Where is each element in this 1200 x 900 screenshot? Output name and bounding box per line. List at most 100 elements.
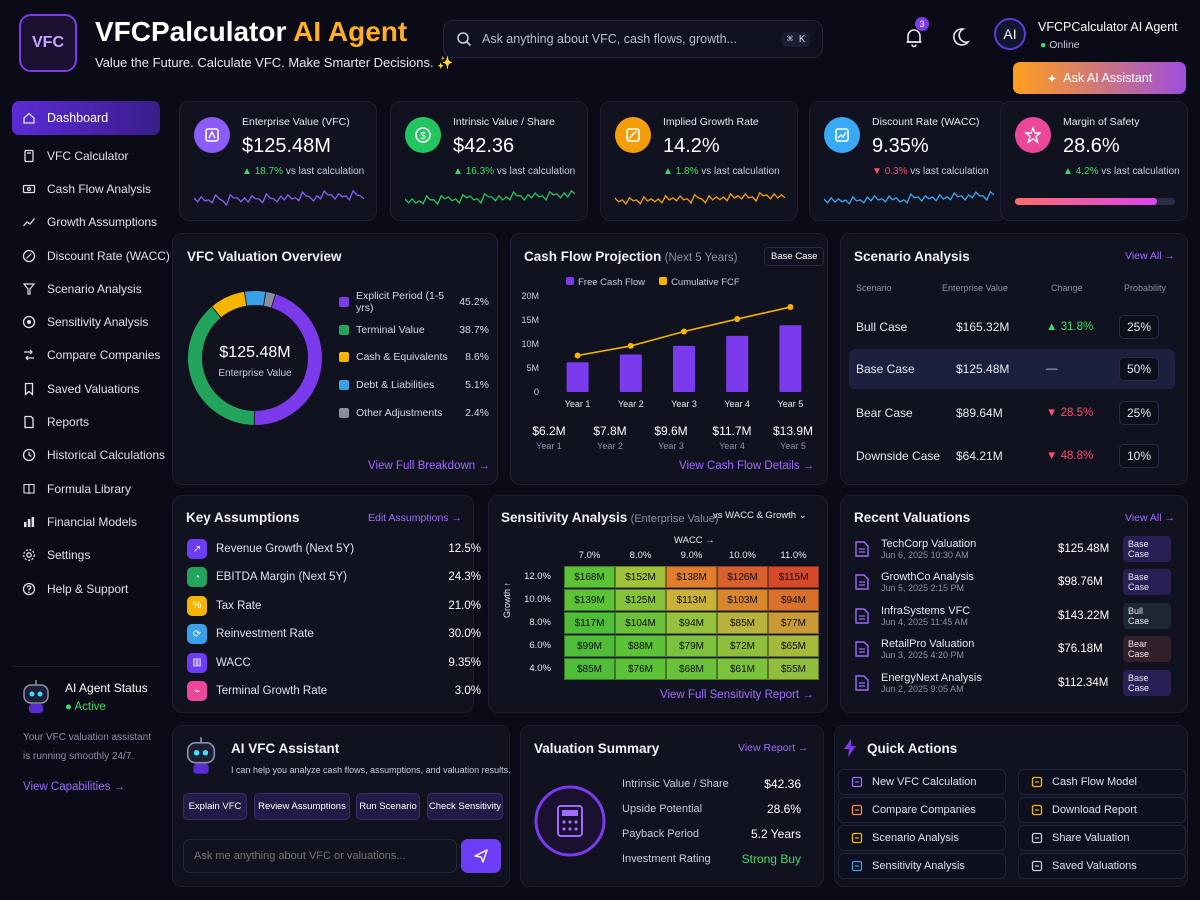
heatmap-cell[interactable]: $139M: [564, 589, 615, 611]
moon-icon[interactable]: [949, 26, 971, 48]
heatmap-cell[interactable]: $152M: [615, 566, 666, 588]
view-cashflow-details-link[interactable]: View Cash Flow Details →: [679, 460, 815, 472]
sensitivity-selector[interactable]: vs WACC & Growth ⌄: [713, 510, 807, 521]
heatmap-cell[interactable]: $138M: [666, 566, 717, 588]
scenario-row[interactable]: Bull Case $165.32M ▲ 31.8% 25%: [849, 307, 1175, 347]
sidebar-item-historical-calculations[interactable]: Historical Calculations: [12, 439, 165, 472]
heatmap-cell[interactable]: $85M: [717, 612, 768, 634]
heatmap-cell[interactable]: $61M: [717, 658, 768, 680]
kpi-card[interactable]: $ Intrinsic Value / Share $42.36 ▲ 16.3% vs…: [390, 101, 588, 221]
edit-assumptions-link[interactable]: Edit Assumptions →: [368, 512, 462, 524]
bar[interactable]: [726, 335, 749, 392]
recent-view-all-link[interactable]: View All →: [1125, 512, 1175, 524]
sidebar-item-discount-rate-wacc[interactable]: Discount Rate (WACC): [12, 239, 170, 272]
heatmap-cell[interactable]: $113M: [666, 589, 717, 611]
sidebar-item-help-support[interactable]: Help & Support: [12, 572, 160, 605]
assumption-row[interactable]: ⟳ Reinvestment Rate 30.0%: [187, 620, 481, 648]
search-bar[interactable]: ⌘ K: [443, 20, 823, 58]
bar[interactable]: [566, 362, 589, 392]
assumption-row[interactable]: % Tax Rate 21.0%: [187, 592, 481, 620]
send-button[interactable]: [461, 839, 501, 873]
quick-action-saved-valuations[interactable]: Saved Valuations: [1018, 853, 1186, 879]
heatmap-cell[interactable]: $72M: [717, 635, 768, 657]
line-point[interactable]: [574, 352, 581, 359]
sidebar-item-growth-assumptions[interactable]: Growth Assumptions: [12, 206, 160, 239]
donut-segment[interactable]: [244, 291, 266, 306]
scenario-row[interactable]: Bear Case $89.64M ▼ 28.5% 25%: [849, 393, 1175, 433]
heatmap-cell[interactable]: $55M: [768, 658, 819, 680]
line-point[interactable]: [681, 328, 687, 335]
bar[interactable]: [673, 345, 695, 392]
quick-action-sensitivity-analysis[interactable]: Sensitivity Analysis: [838, 853, 1006, 879]
heatmap-cell[interactable]: $104M: [615, 612, 666, 634]
sidebar-item-saved-valuations[interactable]: Saved Valuations: [12, 372, 160, 405]
avatar[interactable]: AI: [994, 18, 1026, 50]
sidebar-item-reports[interactable]: Reports: [12, 405, 160, 438]
recent-valuation-row[interactable]: InfraSystems VFC Jun 4, 2025 11:45 AM $143…: [855, 599, 1171, 633]
sidebar-item-financial-models[interactable]: Financial Models: [12, 505, 160, 538]
view-full-breakdown-link[interactable]: View Full Breakdown →: [368, 460, 490, 472]
search-input[interactable]: [482, 32, 772, 46]
heatmap-cell[interactable]: $115M: [768, 566, 819, 588]
recent-valuation-row[interactable]: RetailPro Valuation Jun 3, 2025 4:20 PM $7…: [855, 633, 1171, 667]
heatmap-cell[interactable]: $88M: [615, 635, 666, 657]
quick-action-new-vfc-calculation[interactable]: New VFC Calculation: [838, 769, 1006, 795]
kpi-card[interactable]: Implied Growth Rate 14.2% ▲ 1.8% vs last c…: [600, 101, 798, 221]
ask-ai-button[interactable]: ✦ Ask AI Assistant: [1013, 62, 1186, 94]
donut-segment[interactable]: [188, 307, 255, 425]
heatmap-cell[interactable]: $168M: [564, 566, 615, 588]
suggestion-chip[interactable]: Check Sensitivity: [427, 793, 503, 820]
sidebar-item-cash-flow-analysis[interactable]: Cash Flow Analysis: [12, 172, 160, 205]
bar[interactable]: [779, 325, 802, 392]
heatmap-cell[interactable]: $65M: [768, 635, 819, 657]
line-point[interactable]: [627, 342, 634, 349]
suggestion-chip[interactable]: Review Assumptions: [254, 793, 350, 820]
sidebar-item-settings[interactable]: Settings: [12, 539, 160, 572]
sidebar-item-dashboard[interactable]: Dashboard: [12, 101, 160, 135]
suggestion-chip[interactable]: Run Scenario: [356, 793, 420, 820]
sidebar-item-compare-companies[interactable]: Compare Companies: [12, 339, 160, 372]
assumption-row[interactable]: ↗ Revenue Growth (Next 5Y) 12.5%: [187, 535, 481, 563]
heatmap-cell[interactable]: $85M: [564, 658, 615, 680]
heatmap-cell[interactable]: $68M: [666, 658, 717, 680]
kpi-card[interactable]: Margin of Safety 28.6% ▲ 4.2% vs last calc…: [1000, 101, 1188, 221]
quick-action-scenario-analysis[interactable]: Scenario Analysis: [838, 825, 1006, 851]
view-report-link[interactable]: View Report →: [738, 742, 809, 754]
quick-action-share-valuation[interactable]: Share Valuation: [1018, 825, 1186, 851]
line-point[interactable]: [734, 316, 741, 323]
line-point[interactable]: [787, 304, 794, 311]
case-selector[interactable]: Base Case: [764, 247, 825, 266]
recent-valuation-row[interactable]: GrowthCo Analysis Jun 5, 2025 2:15 PM $98.…: [855, 566, 1171, 600]
kpi-card[interactable]: Discount Rate (WACC) 9.35% ▼ 0.3% vs last …: [809, 101, 1007, 221]
assistant-input-box[interactable]: [183, 839, 457, 873]
scenario-row[interactable]: Base Case $125.48M — 50%: [849, 349, 1175, 389]
quick-action-download-report[interactable]: Download Report: [1018, 797, 1186, 823]
kpi-card[interactable]: Enterprise Value (VFC) $125.48M ▲ 18.7% vs…: [179, 101, 377, 221]
sidebar-item-formula-library[interactable]: Formula Library: [12, 472, 160, 505]
heatmap-cell[interactable]: $94M: [666, 612, 717, 634]
donut-segment[interactable]: [212, 291, 247, 318]
bell-icon[interactable]: [903, 26, 925, 48]
view-capabilities-link[interactable]: View Capabilities →: [23, 781, 126, 793]
heatmap-cell[interactable]: $94M: [768, 589, 819, 611]
suggestion-chip[interactable]: Explain VFC: [183, 793, 247, 820]
quick-action-cash-flow-model[interactable]: Cash Flow Model: [1018, 769, 1186, 795]
sidebar-item-vfc-calculator[interactable]: VFC Calculator: [12, 139, 160, 172]
recent-valuation-row[interactable]: EnergyNext Analysis Jun 2, 2025 9:05 AM $1…: [855, 666, 1171, 700]
heatmap-cell[interactable]: $126M: [717, 566, 768, 588]
assumption-row[interactable]: ⌁ Terminal Growth Rate 3.0%: [187, 677, 481, 705]
recent-valuation-row[interactable]: TechCorp Valuation Jun 6, 2025 10:30 AM $1…: [855, 532, 1171, 566]
heatmap-cell[interactable]: $77M: [768, 612, 819, 634]
heatmap-cell[interactable]: $99M: [564, 635, 615, 657]
sidebar-item-scenario-analysis[interactable]: Scenario Analysis: [12, 272, 160, 305]
heatmap-cell[interactable]: $103M: [717, 589, 768, 611]
heatmap-cell[interactable]: $76M: [615, 658, 666, 680]
donut-segment[interactable]: [263, 291, 276, 308]
heatmap-cell[interactable]: $79M: [666, 635, 717, 657]
quick-action-compare-companies[interactable]: Compare Companies: [838, 797, 1006, 823]
bar[interactable]: [619, 354, 642, 392]
assumption-row[interactable]: ◔ EBITDA Margin (Next 5Y) 24.3%: [187, 563, 481, 591]
scenario-view-all-link[interactable]: View All →: [1125, 250, 1175, 262]
heatmap-cell[interactable]: $125M: [615, 589, 666, 611]
view-sensitivity-report-link[interactable]: View Full Sensitivity Report →: [660, 689, 814, 701]
